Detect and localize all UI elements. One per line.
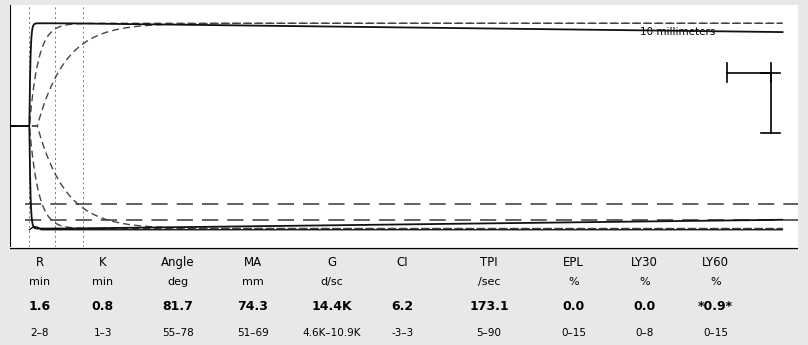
Text: -3–3: -3–3 — [391, 328, 414, 338]
Text: CI: CI — [397, 256, 408, 269]
Text: Angle: Angle — [161, 256, 195, 269]
Text: %: % — [639, 277, 650, 287]
Text: 6.2: 6.2 — [391, 300, 414, 313]
Text: 0.0: 0.0 — [633, 300, 655, 313]
Text: 2–8: 2–8 — [31, 328, 49, 338]
Text: *0.9*: *0.9* — [698, 300, 733, 313]
Text: 0–15: 0–15 — [561, 328, 586, 338]
Text: LY60: LY60 — [702, 256, 729, 269]
Text: min: min — [92, 277, 113, 287]
Text: 1.6: 1.6 — [28, 300, 51, 313]
Text: 4.6K–10.9K: 4.6K–10.9K — [302, 328, 360, 338]
Text: min: min — [29, 277, 50, 287]
Text: K: K — [99, 256, 107, 269]
Text: LY30: LY30 — [631, 256, 658, 269]
Text: 0.8: 0.8 — [91, 300, 114, 313]
Text: deg: deg — [167, 277, 188, 287]
Text: TPI: TPI — [481, 256, 498, 269]
Text: MA: MA — [243, 256, 262, 269]
Text: G: G — [327, 256, 336, 269]
Text: 14.4K: 14.4K — [311, 300, 351, 313]
Text: %: % — [710, 277, 721, 287]
Text: EPL: EPL — [563, 256, 584, 269]
Text: 1–3: 1–3 — [94, 328, 112, 338]
Text: 173.1: 173.1 — [469, 300, 509, 313]
Text: mm: mm — [242, 277, 263, 287]
Text: /sec: /sec — [478, 277, 500, 287]
Text: 74.3: 74.3 — [238, 300, 268, 313]
Text: 10 millimeters: 10 millimeters — [640, 27, 716, 37]
Text: 5–90: 5–90 — [477, 328, 502, 338]
Text: R: R — [36, 256, 44, 269]
Text: 55–78: 55–78 — [162, 328, 194, 338]
Text: 0–15: 0–15 — [703, 328, 728, 338]
Text: %: % — [568, 277, 579, 287]
Text: d/sc: d/sc — [320, 277, 343, 287]
Text: 0.0: 0.0 — [562, 300, 585, 313]
Text: 0–8: 0–8 — [635, 328, 654, 338]
Text: 51–69: 51–69 — [237, 328, 268, 338]
Text: 81.7: 81.7 — [162, 300, 193, 313]
